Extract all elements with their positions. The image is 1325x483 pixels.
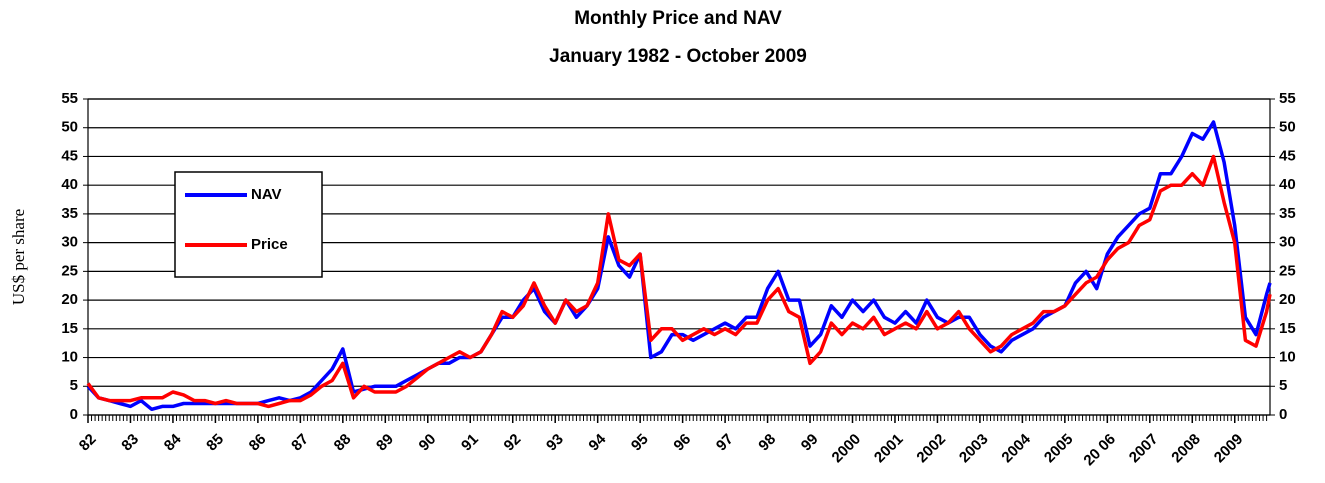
- chart-title: Monthly Price and NAV: [574, 8, 782, 29]
- x-tick-label: 2000: [829, 431, 865, 467]
- x-tick-label: 91: [458, 431, 482, 455]
- y2-tick-label: 5: [1279, 377, 1287, 394]
- y-tick-label: 55: [61, 90, 78, 107]
- x-tick-label: 93: [543, 431, 567, 455]
- x-tick-label: 2008: [1168, 431, 1204, 467]
- x-tick-label: 88: [331, 431, 355, 455]
- x-tick-label: 95: [628, 431, 652, 455]
- y2-tick-label: 25: [1279, 262, 1296, 279]
- line-series: [86, 120, 1272, 412]
- x-tick-label: 90: [416, 431, 440, 455]
- legend-label: Price: [251, 236, 288, 253]
- x-tick-label: 98: [755, 431, 779, 455]
- y2-tick-label: 45: [1279, 147, 1296, 164]
- x-tick-label: 96: [670, 431, 694, 455]
- y-tick-label: 35: [61, 205, 78, 222]
- x-tick-label: 85: [203, 431, 227, 455]
- y-tick-label: 30: [61, 234, 78, 251]
- x-tick-label: 2003: [956, 431, 992, 467]
- x-tick-label: 2005: [1041, 431, 1077, 467]
- y2-tick-label: 35: [1279, 205, 1296, 222]
- y2-tick-label: 30: [1279, 234, 1296, 251]
- x-tick-label: 2009: [1211, 431, 1247, 467]
- x-tick-label: 86: [246, 431, 270, 455]
- x-tick-label: 82: [76, 431, 100, 455]
- y-tick-label: 50: [61, 119, 78, 136]
- y2-tick-label: 55: [1279, 90, 1296, 107]
- x-tick-label: 83: [118, 431, 142, 455]
- y-tick-label: 45: [61, 147, 78, 164]
- y-tick-label: 20: [61, 291, 78, 308]
- y-tick-label: 0: [70, 406, 78, 423]
- x-tick-label: 2002: [913, 431, 949, 467]
- y2-tick-label: 10: [1279, 349, 1296, 366]
- x-tick-label: 20 06: [1080, 431, 1119, 470]
- x-tick-label: 2004: [998, 430, 1034, 466]
- y-tick-label: 5: [70, 377, 78, 394]
- y-tick-label: 40: [61, 176, 78, 193]
- x-tick-label: 2007: [1126, 431, 1162, 467]
- x-tick-label: 97: [713, 431, 737, 455]
- legend-box: [174, 171, 323, 278]
- x-tick-label: 2001: [871, 431, 907, 467]
- x-tick-label: 94: [585, 430, 609, 454]
- y2-tick-label: 0: [1279, 406, 1287, 423]
- x-tick-label: 92: [501, 431, 525, 455]
- y2-tick-label: 20: [1279, 291, 1296, 308]
- y-tick-label: 15: [61, 320, 78, 337]
- y2-tick-label: 40: [1279, 176, 1296, 193]
- chart-subtitle: January 1982 - October 2009: [549, 46, 807, 67]
- x-tick-label: 99: [798, 431, 822, 455]
- x-tick-label: 89: [373, 431, 397, 455]
- line-series: [86, 154, 1272, 409]
- y-tick-label: 10: [61, 349, 78, 366]
- y-axis-label: US$ per share: [9, 209, 28, 305]
- x-tick-label: 87: [288, 431, 312, 455]
- y2-tick-label: 50: [1279, 119, 1296, 136]
- y2-tick-label: 15: [1279, 320, 1296, 337]
- y-tick-label: 25: [61, 262, 78, 279]
- x-tick-label: 84: [161, 430, 185, 454]
- legend-label: NAV: [251, 186, 282, 203]
